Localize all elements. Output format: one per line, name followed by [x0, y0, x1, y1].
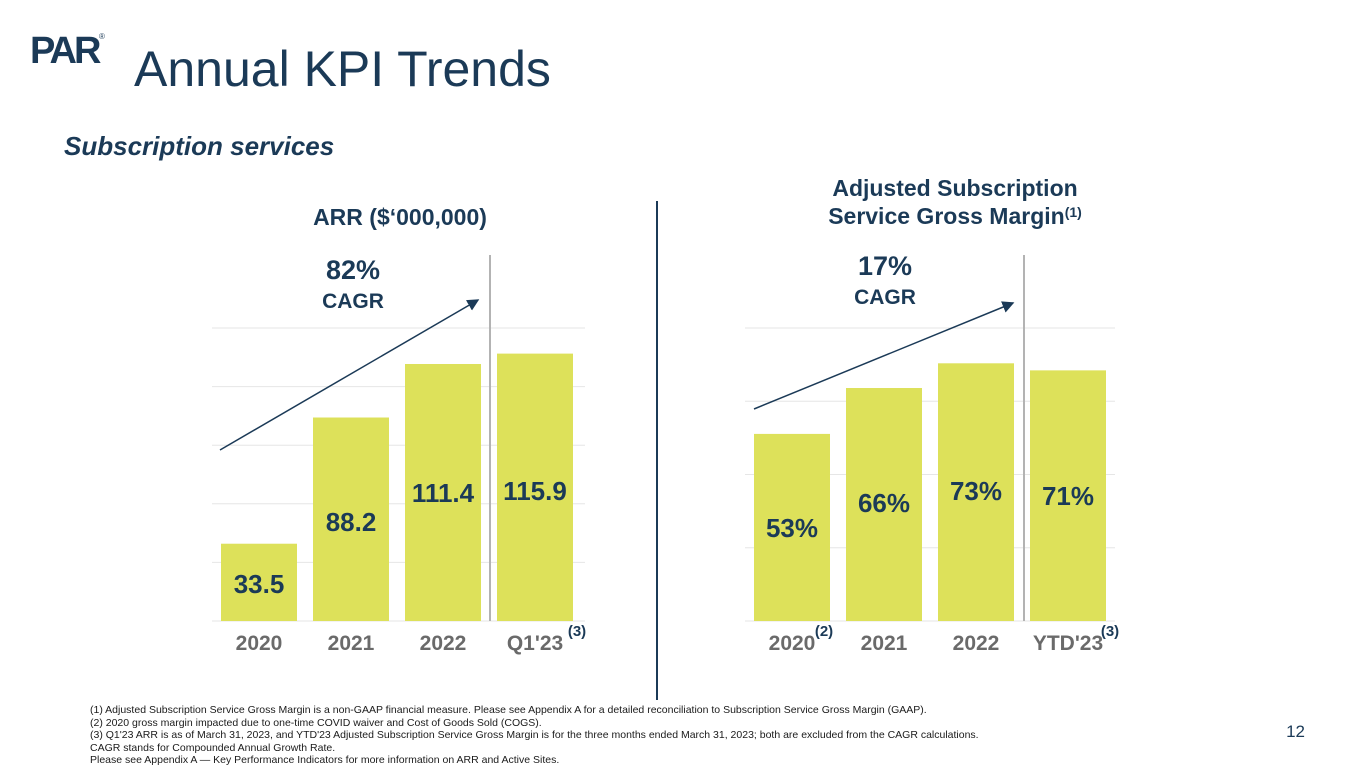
bar-2022 [405, 363, 481, 621]
category-footnote-ref: (2) [815, 623, 833, 640]
footnote-cagr: CAGR stands for Compounded Annual Growth… [90, 741, 336, 754]
value-label: 66% [858, 488, 910, 518]
bar-2020 [754, 433, 830, 621]
margin-chart-title-line2-text: Service Gross Margin [828, 203, 1065, 229]
value-label: 53% [766, 513, 818, 543]
registered-mark: ® [99, 32, 105, 41]
cagr-value: 82% [326, 255, 380, 285]
page-number: 12 [1286, 722, 1305, 741]
category-footnote-ref: (3) [1101, 623, 1119, 640]
value-label: 115.9 [503, 476, 567, 506]
category-footnote-ref: (3) [568, 623, 586, 640]
value-label: 111.4 [412, 478, 475, 508]
margin-chart-title-line2: Service Gross Margin(1) [770, 202, 1140, 230]
category-label: 2020 [236, 632, 283, 655]
footnotes: (1) Adjusted Subscription Service Gross … [90, 704, 979, 767]
cagr-label: CAGR [854, 286, 916, 309]
cagr-arrow [219, 299, 480, 451]
value-label: 88.2 [326, 507, 377, 537]
footnote-3: (3) Q1'23 ARR is as of March 31, 2023, a… [90, 729, 979, 741]
bar-2022 [938, 363, 1014, 621]
margin-title-footnote-ref: (1) [1064, 204, 1082, 220]
value-label: 33.5 [234, 569, 285, 599]
cagr-arrow [753, 301, 1015, 410]
cagr-value: 17% [858, 251, 912, 281]
bar-2021 [313, 417, 389, 621]
section-subtitle: Subscription services [64, 131, 335, 161]
chart-divider [656, 201, 658, 700]
margin-chart-title-line1: Adjusted Subscription [832, 175, 1078, 201]
page-title: Annual KPI Trends [134, 41, 551, 97]
bar-YTD'23 [1030, 370, 1106, 621]
category-label: 2020 [769, 632, 816, 655]
footnote-appendix: Please see Appendix A — Key Performance … [90, 754, 560, 766]
bar-Q1'23 [497, 353, 573, 621]
category-label: 2022 [420, 632, 467, 655]
footnote-1: (1) Adjusted Subscription Service Gross … [90, 704, 927, 716]
category-label: 2021 [328, 632, 375, 655]
category-label: 2021 [861, 632, 908, 655]
bar-2020 [221, 543, 297, 621]
footnote-2: (2) 2020 gross margin impacted due to on… [90, 716, 542, 729]
category-label: Q1'23 [507, 632, 563, 655]
margin-chart-title: Adjusted Subscription Service Gross Marg… [770, 174, 1140, 230]
cagr-label: CAGR [322, 290, 384, 313]
category-label: 2022 [953, 632, 1000, 655]
par-logo: PAR [30, 30, 101, 72]
arr-chart-title: ARR ($‘000,000) [240, 203, 560, 231]
value-label: 71% [1042, 481, 1094, 511]
category-label: YTD'23 [1033, 632, 1103, 655]
value-label: 73% [950, 476, 1002, 506]
arr-chart-title-text: ARR ($‘000,000) [313, 204, 487, 230]
bar-2021 [846, 388, 922, 621]
